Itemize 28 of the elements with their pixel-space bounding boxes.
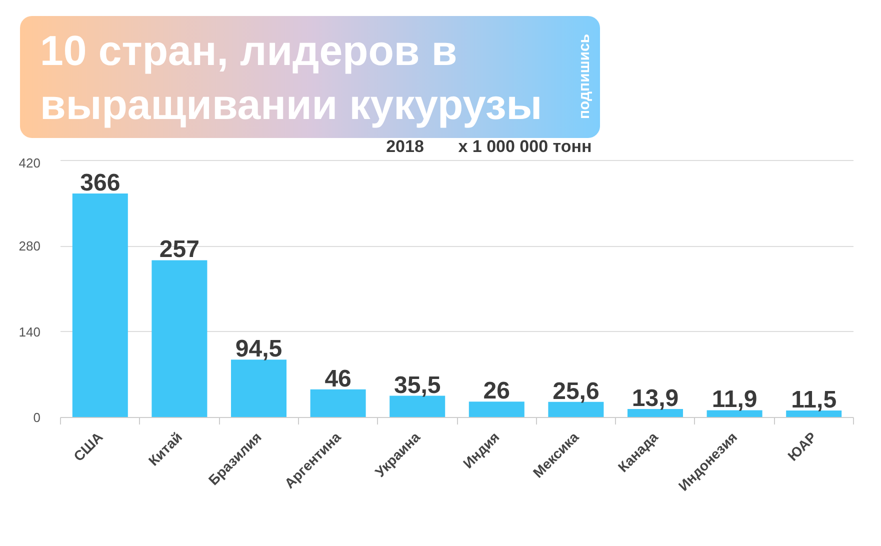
data-label: 11,9 xyxy=(712,386,758,414)
chart-subtitle: 2018 xyxy=(386,137,424,156)
data-label: 35,5 xyxy=(394,372,441,399)
bar xyxy=(230,360,287,418)
data-label: 25,6 xyxy=(552,378,600,405)
bar xyxy=(786,410,842,418)
y-tick-label: 140 xyxy=(18,324,41,340)
bar xyxy=(72,194,128,418)
data-label: 94,5 xyxy=(235,336,282,363)
bar xyxy=(627,408,684,418)
data-label: 26 xyxy=(483,378,510,405)
text: подпишись xyxy=(575,32,594,121)
bar xyxy=(152,260,208,418)
bar xyxy=(548,402,604,418)
chart-title: 10 стран, лидеров в выращивании кукурузы xyxy=(40,27,542,128)
bar xyxy=(468,402,524,418)
y-tick-label: 0 xyxy=(33,410,41,425)
y-tick-label: 280 xyxy=(18,238,41,254)
y-tick-label: 420 xyxy=(18,156,41,170)
data-label: 11,5 xyxy=(791,386,837,414)
bar xyxy=(706,410,762,418)
data-label: 366 xyxy=(80,170,120,197)
data-label: 46 xyxy=(324,365,352,392)
data-label: 13,9 xyxy=(632,384,679,412)
y-axis-title: x 1 000 000 тонн xyxy=(458,137,592,156)
bar xyxy=(390,396,446,418)
data-label: 257 xyxy=(159,236,200,264)
bar xyxy=(310,389,366,418)
